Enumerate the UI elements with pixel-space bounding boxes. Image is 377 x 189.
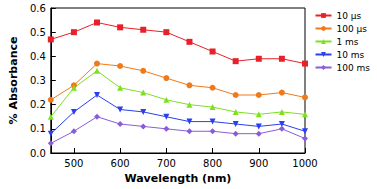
svg-text:100 µs: 100 µs [337,24,368,34]
svg-text:0.2: 0.2 [30,99,46,110]
svg-text:0.6: 0.6 [30,3,46,14]
svg-text:700: 700 [157,158,176,169]
svg-text:800: 800 [203,158,222,169]
svg-text:500: 500 [64,158,83,169]
svg-text:10 ms: 10 ms [337,50,365,60]
svg-text:1000: 1000 [292,158,317,169]
svg-text:0.4: 0.4 [30,51,46,62]
svg-text:0.1: 0.1 [30,123,46,134]
svg-text:0.5: 0.5 [30,27,46,38]
svg-text:0.3: 0.3 [30,75,46,86]
svg-text:1 ms: 1 ms [337,37,359,47]
svg-text:10 µs: 10 µs [337,11,362,21]
svg-text:900: 900 [249,158,268,169]
svg-text:0.0: 0.0 [30,148,46,159]
svg-text:600: 600 [111,158,130,169]
svg-text:Wavelength (nm): Wavelength (nm) [124,172,231,185]
svg-text:100 ms: 100 ms [337,63,371,73]
svg-text:% Absorbance: % Absorbance [7,37,20,125]
